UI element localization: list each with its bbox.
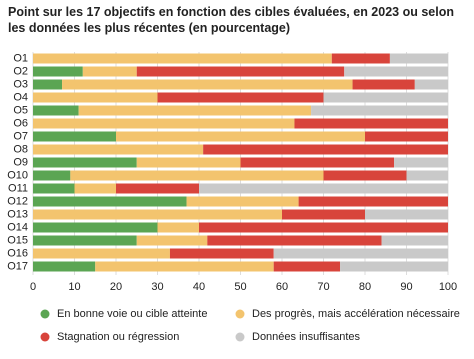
y-tick-label: O13: [7, 208, 28, 220]
bar-segment: [33, 118, 295, 129]
bar-segment: [136, 235, 208, 246]
bar-segment: [33, 92, 158, 103]
bar-segment: [116, 131, 365, 142]
bar-segment: [331, 53, 390, 64]
bar-segment: [33, 170, 71, 181]
bar-segment: [207, 235, 382, 246]
bar-segment: [298, 196, 448, 207]
bar-segment: [273, 248, 448, 259]
x-tick-label: 30: [151, 281, 163, 293]
bar-segment: [157, 222, 199, 233]
bar-segment: [414, 79, 448, 90]
bar-segment: [282, 209, 365, 220]
legend-label: Données insuffisantes: [252, 331, 361, 343]
legend-label: En bonne voie ou cible atteinte: [57, 308, 207, 320]
bar-segment: [352, 79, 415, 90]
bar-segment: [33, 53, 332, 64]
bar-segment: [323, 92, 448, 103]
legend-marker: [235, 309, 245, 319]
bar-segment: [78, 105, 312, 116]
x-tick-label: 70: [317, 281, 329, 293]
bar-segment: [95, 261, 274, 272]
bar-segment: [199, 222, 448, 233]
bar-segment: [344, 66, 448, 77]
bar-segment: [116, 183, 199, 194]
bar-segment: [33, 131, 116, 142]
y-tick-label: O10: [7, 169, 28, 181]
y-tick-label: O8: [13, 143, 28, 155]
y-tick-label: O9: [13, 156, 28, 168]
bar-segment: [365, 131, 448, 142]
y-tick-label: O2: [13, 65, 28, 77]
bar-segment: [33, 105, 79, 116]
y-tick-label: O16: [7, 247, 28, 259]
y-tick-label: O15: [7, 234, 28, 246]
bar-segment: [169, 248, 274, 259]
legend-label: Stagnation ou régression: [57, 331, 179, 343]
y-tick-label: O17: [7, 260, 28, 272]
y-tick-label: O6: [13, 117, 28, 129]
x-tick-label: 10: [68, 281, 80, 293]
legend-label: Des progrès, mais accélération nécessair…: [252, 308, 460, 320]
bar-segment: [394, 157, 448, 168]
bar-segment: [157, 92, 324, 103]
bar-segment: [311, 105, 448, 116]
bar-segment: [340, 261, 448, 272]
y-tick-label: O11: [8, 182, 28, 194]
bar-segment: [365, 209, 448, 220]
bar-segment: [203, 144, 448, 155]
bar-segment: [33, 183, 75, 194]
x-tick-label: 20: [110, 281, 122, 293]
y-tick-label: O12: [7, 195, 28, 207]
y-tick-label: O7: [13, 130, 28, 142]
legend-marker: [40, 309, 50, 319]
bar-segment: [33, 261, 96, 272]
bar-segment: [136, 157, 241, 168]
bar-segment: [136, 66, 345, 77]
x-tick-label: 100: [439, 281, 457, 293]
x-tick-label: 90: [400, 281, 412, 293]
bar-segment: [33, 235, 137, 246]
bar-segment: [62, 79, 353, 90]
legend-marker: [40, 332, 50, 342]
bar-segment: [33, 222, 158, 233]
bar-segment: [240, 157, 395, 168]
bar-segment: [33, 79, 63, 90]
bar-segment: [33, 209, 282, 220]
y-tick-label: O5: [13, 104, 28, 116]
bar-segment: [70, 170, 324, 181]
bar-segment: [186, 196, 299, 207]
bar-segment: [323, 170, 407, 181]
bar-segment: [406, 170, 448, 181]
bar-segment: [33, 248, 170, 259]
bar-segment: [389, 53, 448, 64]
bar-segment: [33, 157, 137, 168]
x-tick-label: 50: [234, 281, 246, 293]
y-tick-label: O3: [13, 78, 28, 90]
legend-marker: [235, 332, 245, 342]
bar-segment: [33, 144, 204, 155]
x-tick-label: 60: [276, 281, 288, 293]
bar-segment: [381, 235, 448, 246]
bar-segment: [74, 183, 116, 194]
x-tick-label: 80: [359, 281, 371, 293]
y-tick-label: O14: [7, 221, 28, 233]
bar-segment: [33, 66, 83, 77]
bar-segment: [33, 196, 187, 207]
x-tick-label: 40: [193, 281, 205, 293]
bar-segment: [273, 261, 341, 272]
x-tick-label: 0: [30, 281, 36, 293]
bar-segment: [82, 66, 137, 77]
chart-title: Point sur les 17 objectifs en fonction d…: [8, 5, 454, 35]
bar-segment: [199, 183, 448, 194]
bar-segment: [294, 118, 448, 129]
y-tick-label: O1: [13, 52, 28, 64]
y-tick-label: O4: [13, 91, 28, 103]
